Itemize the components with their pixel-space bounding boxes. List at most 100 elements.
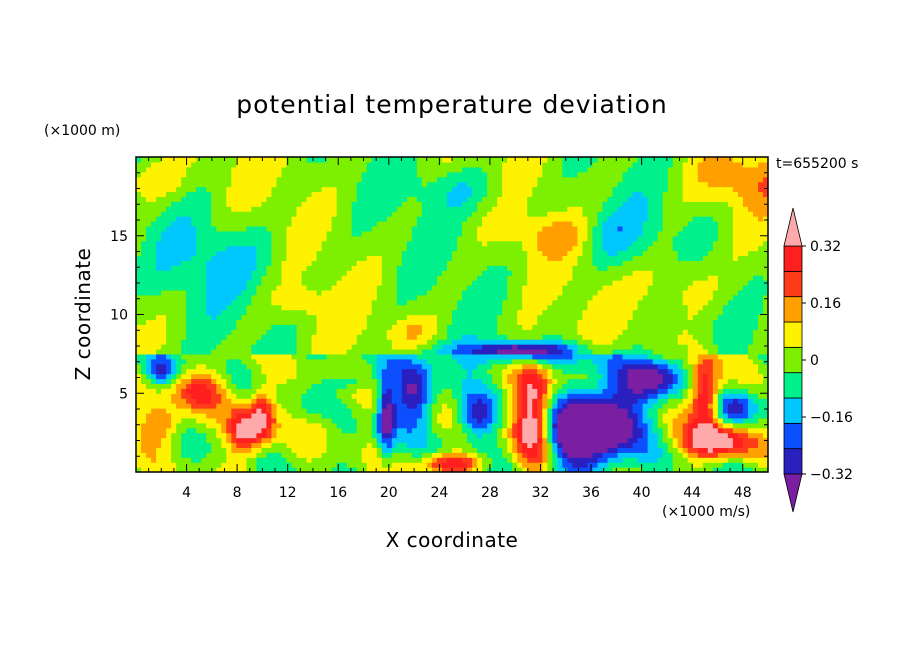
- contour-cell: [256, 324, 262, 330]
- contour-cell: [567, 378, 573, 384]
- contour-cell: [246, 408, 252, 414]
- contour-cell: [517, 344, 523, 350]
- contour-cell: [386, 334, 393, 340]
- contour-cell: [712, 393, 719, 399]
- contour-cell: [341, 309, 348, 316]
- contour-cell: [231, 329, 237, 335]
- contour-cell: [416, 452, 423, 458]
- contour-cell: [687, 294, 694, 301]
- contour-cell: [436, 383, 443, 389]
- contour-cell: [522, 319, 528, 325]
- contour-cell: [682, 412, 689, 419]
- contour-cell: [171, 314, 177, 321]
- contour-cell: [406, 467, 413, 472]
- contour-cell: [331, 299, 338, 306]
- contour-cell: [296, 403, 303, 409]
- contour-cell: [441, 334, 448, 340]
- contour-cell: [446, 304, 453, 311]
- contour-cell: [316, 412, 323, 419]
- contour-cell: [291, 275, 298, 281]
- contour-cell: [467, 275, 473, 281]
- contour-cell: [502, 358, 508, 365]
- contour-cell: [522, 412, 528, 419]
- contour-cell: [221, 462, 227, 468]
- contour-cell: [757, 368, 764, 375]
- contour-cell: [692, 324, 699, 330]
- contour-cell: [577, 398, 584, 404]
- contour-cell: [737, 462, 744, 468]
- contour-cell: [717, 373, 724, 380]
- contour-cell: [657, 353, 664, 360]
- contour-cell: [597, 309, 604, 316]
- contour-cell: [472, 467, 478, 472]
- contour-cell: [627, 329, 634, 335]
- contour-cell: [166, 427, 172, 434]
- contour-cell: [572, 358, 578, 365]
- contour-cell: [747, 373, 754, 380]
- contour-cell: [156, 363, 162, 370]
- contour-cell: [567, 462, 573, 468]
- contour-cell: [737, 289, 744, 296]
- contour-cell: [236, 314, 242, 321]
- contour-cell: [537, 427, 543, 434]
- contour-cell: [512, 432, 518, 439]
- contour-cell: [647, 403, 654, 409]
- contour-cell: [346, 304, 353, 311]
- contour-cell: [662, 378, 669, 384]
- contour-cell: [261, 442, 268, 448]
- contour-cell: [211, 294, 217, 301]
- contour-cell: [256, 427, 262, 434]
- contour-cell: [567, 422, 573, 429]
- contour-cell: [286, 304, 293, 311]
- contour-cell: [211, 412, 217, 419]
- contour-cell: [301, 437, 308, 444]
- contour-cell: [366, 417, 373, 424]
- contour-cell: [587, 324, 594, 330]
- contour-cell: [727, 447, 734, 453]
- contour-cell: [391, 314, 398, 321]
- contour-cell: [156, 452, 162, 458]
- contour-cell: [441, 358, 448, 365]
- contour-cell: [452, 319, 458, 325]
- contour-cell: [682, 324, 689, 330]
- contour-cell: [697, 339, 704, 345]
- contour-cell: [677, 442, 684, 448]
- contour-cell: [682, 348, 689, 355]
- contour-cell: [391, 275, 398, 281]
- contour-cell: [742, 368, 749, 375]
- contour-cell: [657, 388, 664, 394]
- contour-cell: [482, 393, 488, 399]
- contour-cell: [341, 427, 348, 434]
- contour-cell: [291, 408, 298, 414]
- contour-cell: [421, 403, 428, 409]
- contour-cell: [181, 304, 187, 311]
- contour-cell: [421, 289, 428, 296]
- contour-cell: [607, 289, 614, 296]
- contour-cell: [687, 412, 694, 419]
- contour-cell: [537, 432, 543, 439]
- contour-cell: [522, 447, 528, 453]
- contour-cell: [627, 403, 634, 409]
- contour-cell: [597, 358, 604, 365]
- contour-cell: [421, 299, 428, 306]
- contour-cell: [386, 412, 393, 419]
- contour-cell: [692, 403, 699, 409]
- contour-cell: [216, 373, 222, 380]
- contour-cell: [426, 309, 433, 316]
- contour-cell: [647, 378, 654, 384]
- contour-cell: [682, 309, 689, 316]
- contour-cell: [492, 437, 498, 444]
- contour-cell: [672, 398, 679, 404]
- contour-cell: [316, 353, 323, 360]
- contour-cell: [502, 294, 508, 301]
- contour-cell: [647, 304, 654, 311]
- contour-cell: [647, 462, 654, 468]
- contour-cell: [662, 388, 669, 394]
- contour-cell: [216, 314, 222, 321]
- contour-cell: [221, 452, 227, 458]
- contour-cell: [396, 393, 403, 399]
- contour-cell: [742, 388, 749, 394]
- contour-cell: [196, 309, 202, 316]
- contour-cell: [231, 427, 237, 434]
- contour-cell: [747, 348, 754, 355]
